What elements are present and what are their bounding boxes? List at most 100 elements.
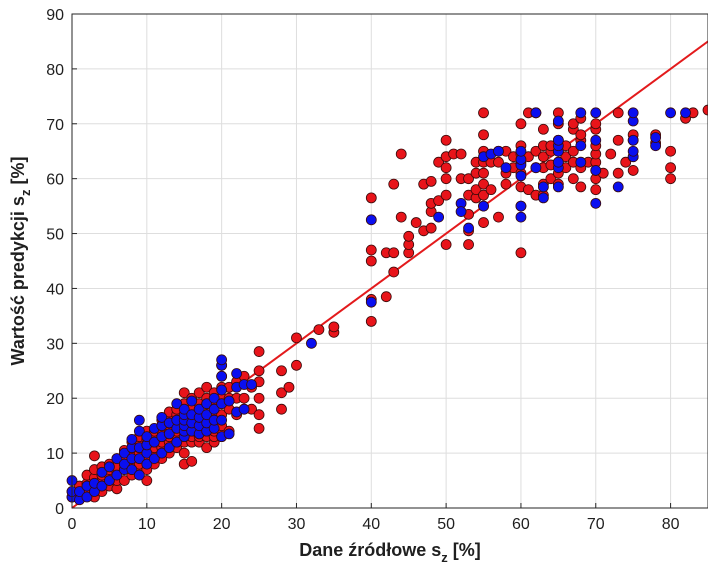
data-point-blue (201, 398, 213, 410)
data-point-blue (171, 436, 183, 448)
data-point-red (201, 381, 213, 393)
data-point-red (380, 291, 392, 303)
data-point-red (276, 403, 287, 415)
data-point-blue (627, 107, 639, 119)
y-tick-label: 90 (46, 7, 64, 24)
y-axis-label: Wartość predykcji sz [%] (8, 157, 33, 366)
data-point-blue (365, 214, 377, 226)
data-point-red (537, 123, 549, 135)
data-point-blue (575, 107, 587, 119)
x-axis-label-subscript: z (441, 550, 448, 565)
data-point-red (365, 315, 377, 327)
data-point-red (545, 173, 557, 185)
data-point-blue (126, 433, 138, 445)
x-tick-label: 20 (213, 516, 231, 533)
y-tick-label: 20 (46, 391, 64, 408)
data-point-blue (493, 145, 504, 157)
data-point-red (276, 365, 287, 377)
data-point-blue (104, 475, 115, 486)
data-point-blue (478, 200, 489, 212)
x-tick-label: 70 (587, 516, 605, 533)
data-point-blue (463, 222, 474, 234)
data-point-red (485, 184, 497, 196)
data-point-red (395, 211, 407, 223)
data-point-blue (178, 403, 190, 415)
data-point-red (141, 475, 153, 486)
data-point-red (493, 211, 504, 223)
y-tick-label: 40 (46, 281, 64, 298)
data-point-red (440, 134, 452, 146)
data-point-red (530, 145, 542, 157)
data-point-blue (455, 206, 467, 218)
data-point-blue (433, 211, 445, 223)
x-tick-label: 60 (512, 516, 530, 533)
x-tick-label: 80 (662, 516, 680, 533)
data-point-blue (156, 447, 168, 459)
data-point-blue (552, 115, 564, 127)
data-point-red (365, 255, 377, 267)
data-point-blue (515, 170, 527, 182)
data-point-blue (665, 107, 676, 119)
data-point-red (575, 129, 587, 141)
data-point-blue (141, 431, 153, 443)
data-point-blue (238, 403, 250, 415)
x-axis-label-main: Dane źródłowe s (299, 540, 441, 560)
data-point-red (493, 156, 504, 168)
data-point-blue (118, 458, 130, 470)
y-tick-label: 80 (46, 62, 64, 79)
data-point-red (665, 162, 676, 174)
data-point-blue (141, 458, 153, 470)
data-point-red (425, 176, 437, 187)
y-tick-label: 30 (46, 336, 64, 353)
data-point-blue (96, 466, 108, 478)
data-point-blue (171, 398, 183, 410)
data-point-red (410, 217, 422, 228)
data-point-blue (133, 414, 145, 426)
data-point-red (575, 181, 587, 193)
data-point-red (291, 332, 302, 344)
data-point-blue (104, 461, 115, 473)
data-point-blue (590, 134, 602, 146)
x-tick-label: 50 (437, 516, 455, 533)
data-point-red (403, 230, 415, 242)
data-point-red (560, 151, 572, 163)
data-point-blue (612, 181, 624, 193)
data-point-red (291, 359, 302, 371)
data-point-red (478, 189, 489, 201)
data-point-red (620, 156, 632, 168)
data-point-red (193, 387, 205, 399)
data-point-red (515, 247, 527, 259)
data-point-red (253, 423, 265, 434)
data-point-blue (216, 384, 228, 396)
data-point-red (665, 173, 676, 185)
data-point-red (89, 450, 100, 462)
x-tick-label: 40 (362, 516, 380, 533)
data-point-blue (208, 403, 220, 415)
data-point-red (537, 151, 549, 163)
data-point-red (478, 107, 489, 119)
data-point-blue (246, 379, 257, 390)
data-point-blue (590, 197, 602, 209)
data-point-red (253, 392, 265, 404)
data-point-blue (126, 464, 138, 475)
data-point-red (425, 222, 437, 234)
data-point-red (365, 244, 377, 256)
data-point-blue (590, 165, 602, 176)
data-point-blue (530, 162, 542, 174)
data-point-blue (163, 428, 175, 440)
data-point-red (388, 178, 400, 190)
data-point-blue (148, 436, 160, 448)
data-point-blue (650, 132, 662, 143)
y-tick-label: 10 (46, 446, 64, 463)
data-point-red (567, 145, 579, 157)
data-point-red (283, 381, 295, 393)
data-point-blue (552, 134, 564, 146)
data-point-red (665, 145, 676, 157)
data-point-red (627, 165, 639, 176)
data-point-red (238, 392, 250, 404)
data-point-red (463, 239, 474, 250)
x-axis-label-suffix: [%] (448, 540, 481, 560)
data-point-red (440, 189, 452, 201)
data-point-blue (500, 162, 512, 174)
